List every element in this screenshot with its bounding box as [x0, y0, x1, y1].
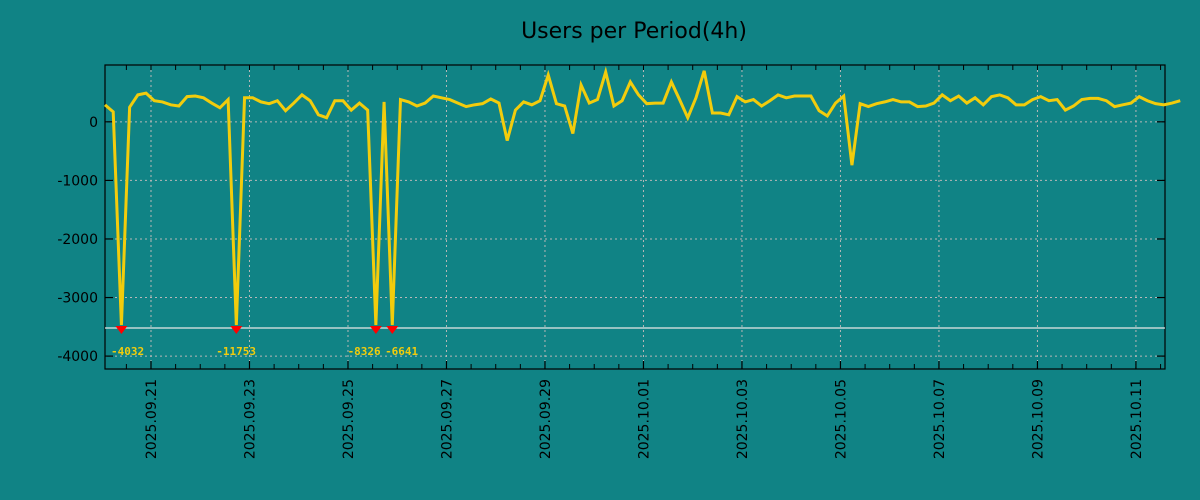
x-tick-label: 2025.09.27	[439, 379, 455, 459]
clipped-value-label: -4032	[111, 345, 144, 358]
plot-frame	[104, 64, 1166, 370]
x-tick-label: 2025.09.23	[242, 379, 258, 459]
clipped-value-label: -11753	[216, 345, 256, 358]
users-line	[104, 66, 1181, 326]
x-tick-label: 2025.09.21	[144, 379, 160, 459]
clip-marker-triangle	[115, 325, 128, 334]
y-tick-label: -1000	[57, 173, 98, 189]
x-tick-label: 2025.10.07	[932, 379, 948, 459]
y-tick-label: 0	[89, 115, 98, 131]
chart-title: Users per Period(4h)	[521, 19, 747, 44]
clip-marker-triangle	[386, 325, 399, 334]
x-tick-label: 2025.10.01	[636, 379, 652, 459]
x-tick-label: 2025.09.25	[341, 379, 357, 459]
x-tick-label: 2025.10.09	[1030, 379, 1046, 459]
x-tick-label: 2025.09.29	[538, 379, 554, 459]
y-tick-label: -3000	[57, 291, 98, 307]
annotations: -4032 -11753 -8326 -6641	[111, 325, 419, 358]
grid	[105, 65, 1165, 369]
x-tick-label: 2025.10.03	[735, 379, 751, 459]
clipped-value-label: -8326	[348, 345, 381, 358]
x-tick-label: 2025.10.11	[1129, 379, 1145, 459]
y-tick-label: -4000	[57, 349, 98, 365]
x-tick-label: 2025.10.05	[833, 379, 849, 459]
y-tick-label: -2000	[57, 232, 98, 248]
clip-marker-triangle	[230, 325, 243, 334]
clip-marker-triangle	[369, 325, 382, 334]
series-layer	[104, 66, 1181, 329]
clipped-value-label: -6641	[385, 345, 418, 358]
axes: 2025.09.21 2025.09.23 2025.09.25 2025.09.27…	[57, 64, 1166, 459]
